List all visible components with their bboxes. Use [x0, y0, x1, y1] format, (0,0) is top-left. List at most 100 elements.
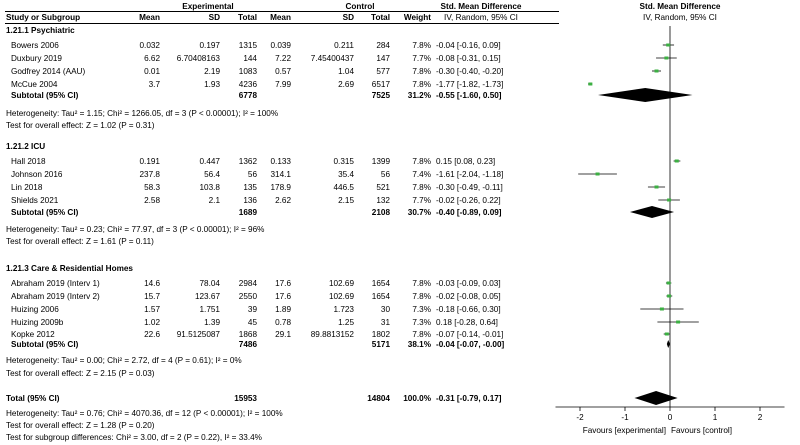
smd-ci: -0.08 [-0.31, 0.15] [436, 54, 501, 63]
ctl-sd: 446.5 [333, 183, 355, 192]
exp-mean: 1.57 [144, 305, 160, 314]
effect-point [595, 172, 600, 176]
weight: 7.4% [412, 170, 431, 179]
exp-sd: 78.04 [199, 279, 221, 288]
exp-total: 135 [243, 183, 257, 192]
header-rule-top [5, 11, 559, 12]
subtotal-exp-total: 1689 [238, 208, 257, 217]
study-name: Johnson 2016 [11, 170, 63, 179]
x-tick-label: 2 [757, 413, 763, 422]
ctl-total: 1654 [371, 279, 390, 288]
subtotal-ctl-total: 7525 [371, 91, 390, 100]
subgroup-differences: Test for subgroup differences: Chi² = 3.… [6, 433, 262, 442]
weight: 7.7% [412, 196, 431, 205]
ctl-mean: 0.039 [270, 41, 292, 50]
subtotal-label: Subtotal (95% CI) [11, 340, 79, 349]
exp-mean: 6.62 [144, 54, 160, 63]
subtotal-ctl-total: 2108 [371, 208, 390, 217]
col-study: Study or Subgroup [6, 13, 81, 22]
weight: 7.8% [412, 157, 431, 166]
col-exp-total: Total [238, 13, 257, 22]
exp-sd: 0.197 [199, 41, 221, 50]
ctl-sd: 102.69 [328, 292, 354, 301]
ctl-sd: 7.45400437 [310, 54, 354, 63]
study-name: Godfrey 2014 (AAU) [11, 67, 86, 76]
group-title: 1.21.2 ICU [6, 142, 46, 151]
exp-total: 1362 [238, 157, 257, 166]
exp-mean: 0.191 [139, 157, 161, 166]
control-header: Control [345, 2, 375, 11]
total-label: Total (95% CI) [6, 394, 60, 403]
ctl-sd: 102.69 [328, 279, 354, 288]
weight: 7.8% [412, 183, 431, 192]
exp-sd: 1.93 [204, 80, 220, 89]
smd-ci: -0.02 [-0.08, 0.05] [436, 292, 501, 301]
exp-mean: 0.032 [139, 41, 161, 50]
study-name: Huizing 2006 [11, 305, 59, 314]
ctl-sd: 1.723 [333, 305, 355, 314]
ctl-sd: 0.315 [333, 157, 355, 166]
header-rule-bottom [5, 23, 559, 24]
ctl-total: 1802 [371, 330, 390, 339]
exp-total: 1868 [238, 330, 257, 339]
exp-mean: 15.7 [144, 292, 160, 301]
exp-total: 2550 [238, 292, 257, 301]
ctl-sd: 0.211 [334, 41, 354, 50]
favours-experimental: Favours [experimental] [582, 426, 666, 435]
ctl-mean: 29.1 [275, 330, 291, 339]
exp-mean: 3.7 [148, 80, 160, 89]
subtotal-weight: 38.1% [407, 340, 431, 349]
ctl-sd: 89.8813152 [310, 330, 354, 339]
exp-total: 56 [247, 170, 257, 179]
overall-effect: Test for overall effect: Z = 1.61 (P = 0… [6, 237, 154, 246]
heterogeneity: Heterogeneity: Tau² = 0.00; Chi² = 2.72,… [6, 356, 242, 365]
study-name: Abraham 2019 (Interv 2) [11, 292, 100, 301]
ctl-total: 1399 [371, 157, 390, 166]
ctl-mean: 0.57 [275, 67, 291, 76]
subtotal-ci: -0.40 [-0.89, 0.09] [436, 208, 502, 217]
effect-point [667, 294, 672, 298]
ctl-mean: 17.6 [275, 292, 291, 301]
ctl-mean: 0.133 [270, 157, 292, 166]
col-exp-mean: Mean [139, 13, 160, 22]
smd-header-right: Std. Mean Difference [639, 2, 721, 11]
weight: 7.7% [412, 54, 431, 63]
smd-header-left: Std. Mean Difference [440, 2, 522, 11]
experimental-header: Experimental [182, 2, 234, 11]
smd-ci: -0.07 [-0.14, -0.01] [436, 330, 504, 339]
ctl-total: 1654 [371, 292, 390, 301]
exp-sd: 1.39 [204, 318, 220, 327]
study-name: Duxbury 2019 [11, 54, 62, 63]
study-name: Bowers 2006 [11, 41, 59, 50]
ctl-total: 521 [376, 183, 390, 192]
exp-total: 4236 [238, 80, 257, 89]
weight: 7.3% [412, 305, 431, 314]
total-ci: -0.31 [-0.79, 0.17] [436, 394, 502, 403]
exp-sd: 2.1 [208, 196, 220, 205]
effect-point [676, 320, 681, 324]
col-weight: Weight [403, 13, 431, 22]
ctl-mean: 178.9 [270, 183, 292, 192]
exp-total: 1315 [238, 41, 257, 50]
exp-total: 1083 [238, 67, 257, 76]
exp-sd: 1.751 [199, 305, 221, 314]
exp-total: 2984 [238, 279, 257, 288]
effect-point [664, 56, 669, 60]
subtotal-ci: -0.04 [-0.07, -0.00] [436, 340, 505, 349]
ctl-total: 30 [380, 305, 390, 314]
smd-ci: 0.18 [-0.28, 0.64] [436, 318, 498, 327]
total-overall-effect: Test for overall effect: Z = 1.28 (P = 0… [6, 421, 155, 430]
ctl-total: 6517 [371, 80, 390, 89]
ctl-mean: 7.22 [275, 54, 291, 63]
exp-mean: 237.8 [139, 170, 161, 179]
exp-mean: 22.6 [144, 330, 160, 339]
exp-mean: 58.3 [144, 183, 160, 192]
effect-point [664, 332, 669, 336]
ctl-sd: 35.4 [338, 170, 354, 179]
ctl-sd: 1.04 [338, 67, 354, 76]
smd-ci: -1.61 [-2.04, -1.18] [436, 170, 504, 179]
ctl-total: 577 [376, 67, 390, 76]
study-name: McCue 2004 [11, 80, 58, 89]
exp-total: 136 [243, 196, 257, 205]
study-name: Huizing 2009b [11, 318, 64, 327]
